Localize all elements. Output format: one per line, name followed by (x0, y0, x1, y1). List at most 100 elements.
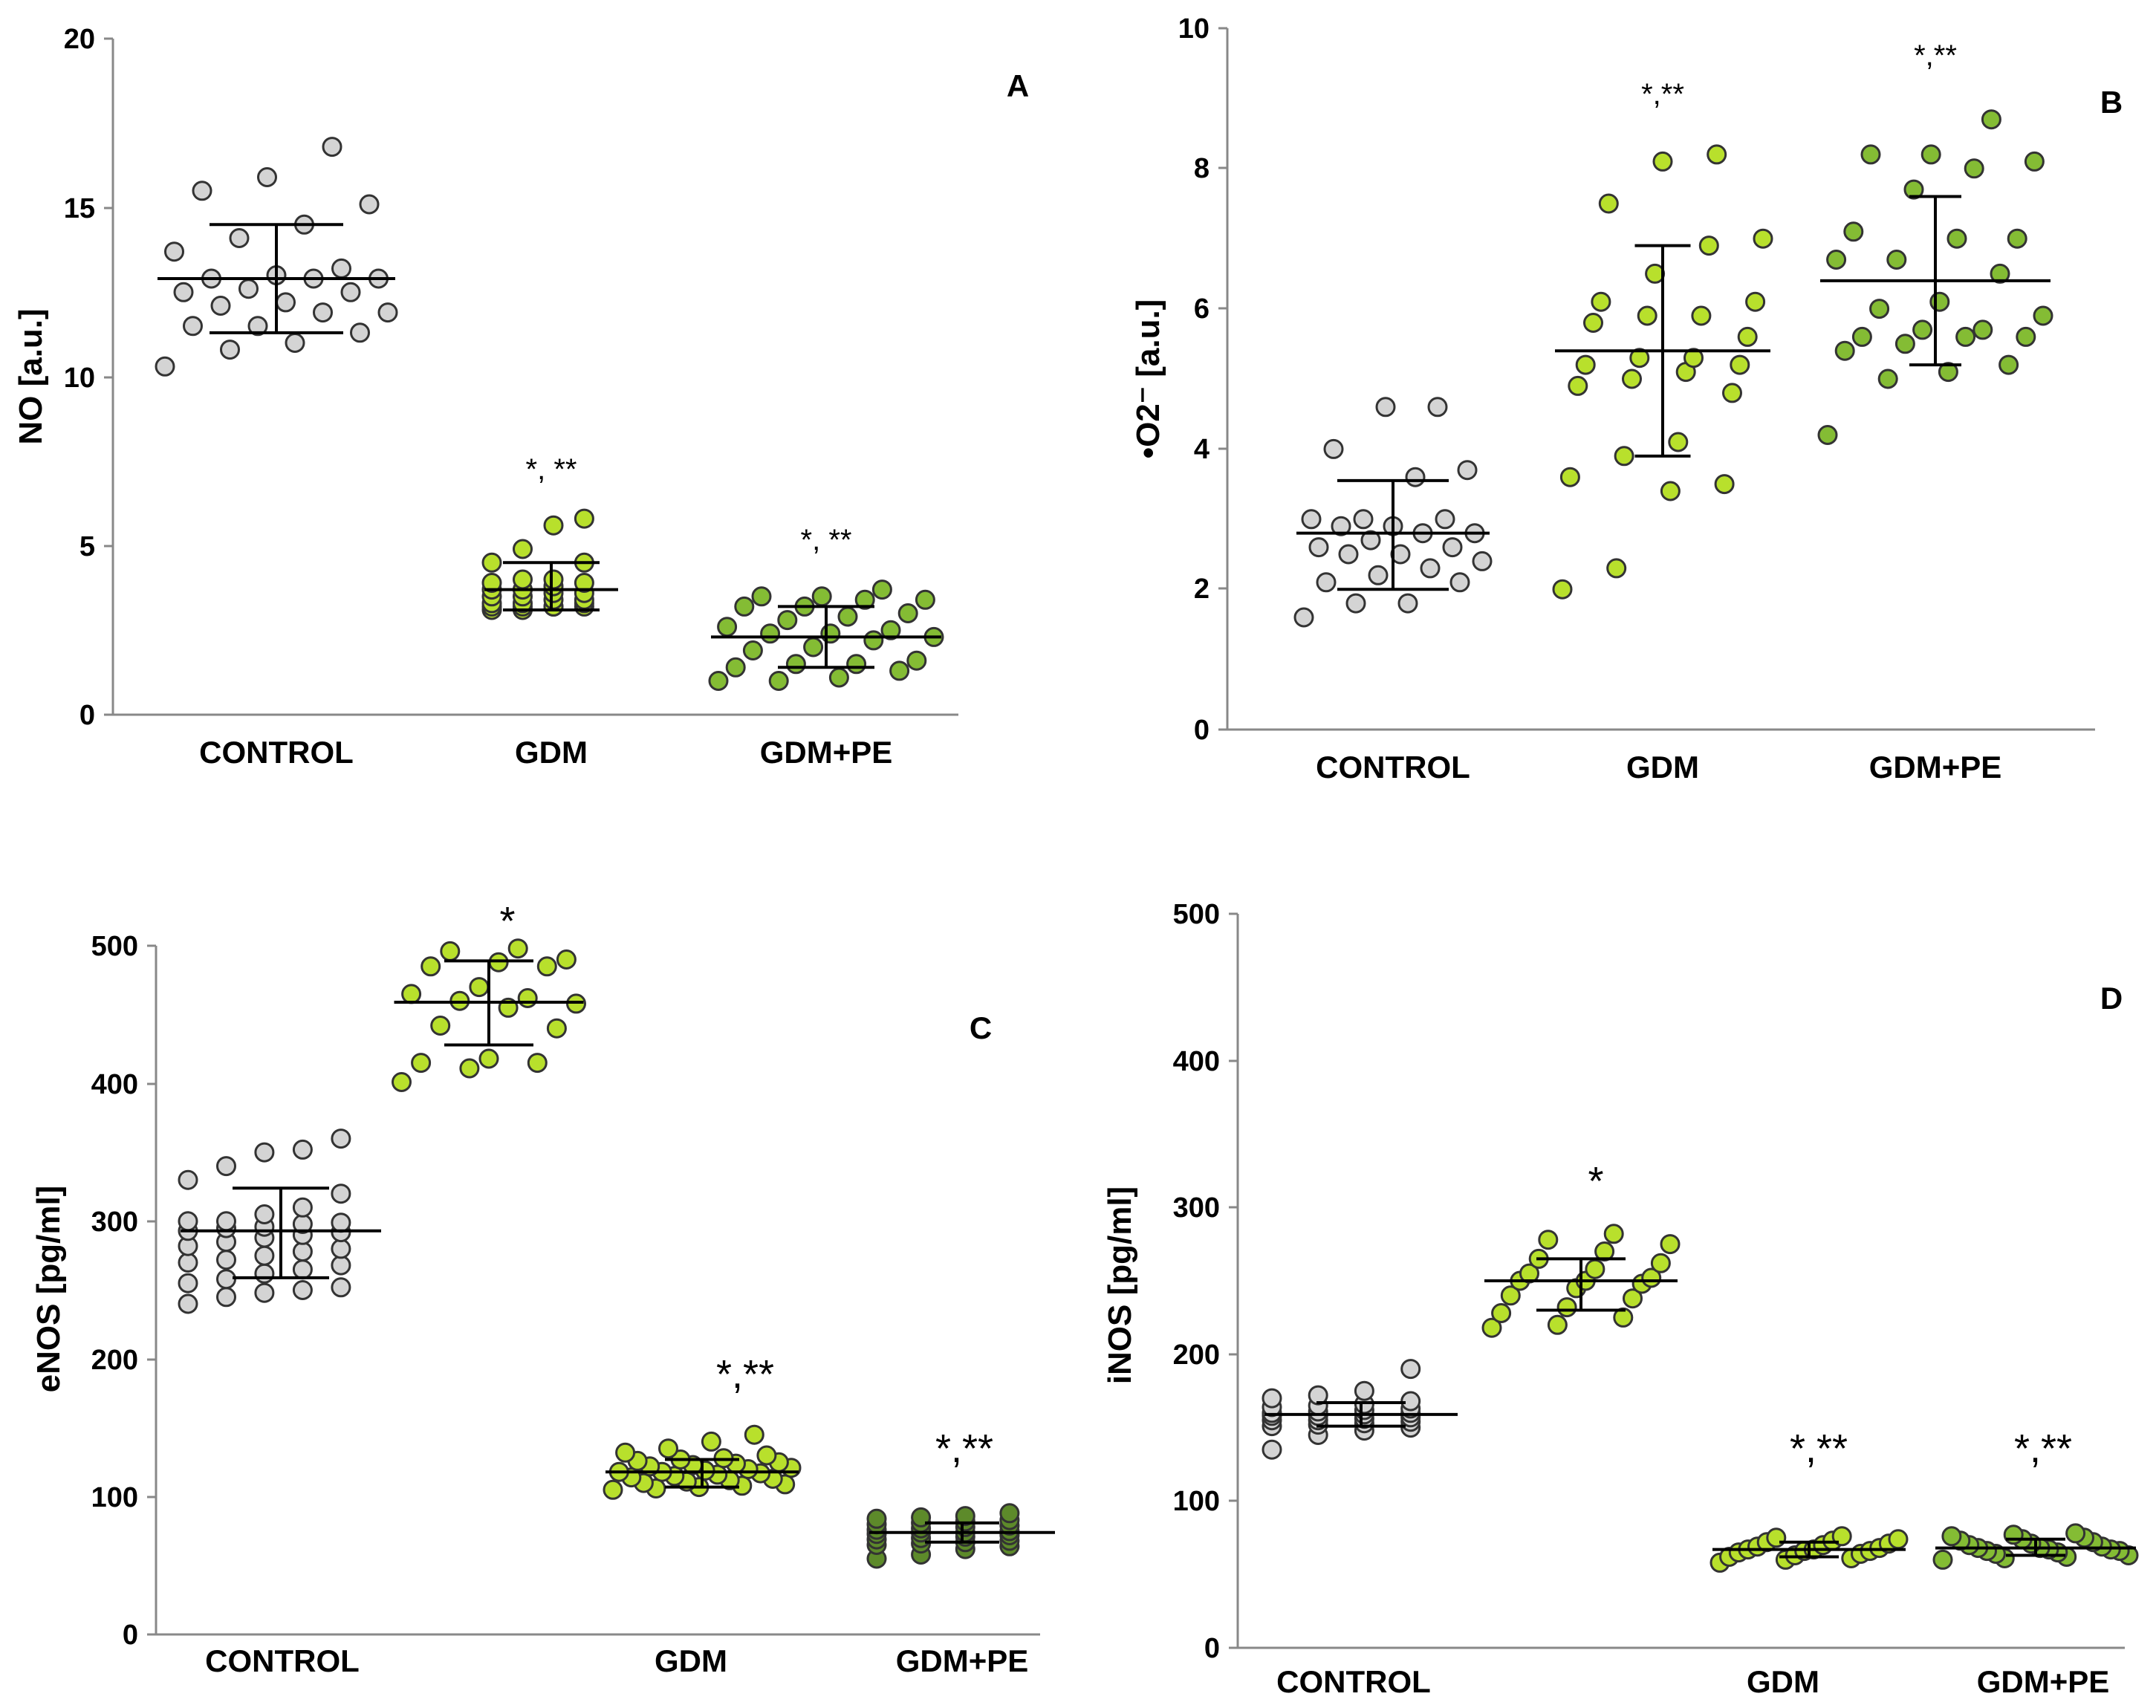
panel-a-point (574, 508, 594, 529)
panel-c: 0 100 200 300 400 500 eNOS [pg/ml] C CON… (30, 899, 1055, 1678)
panel-a-significance-label: *, ** (801, 524, 852, 556)
panel-b-point (1964, 158, 1984, 179)
panel-c-point (478, 1048, 499, 1069)
panel-a-point (350, 322, 370, 343)
panel-b-point (1629, 348, 1650, 368)
panel-a-point (238, 279, 259, 299)
panel-b-point (1972, 319, 1993, 340)
panel-c-y-tick-label: 500 (91, 931, 138, 962)
panel-c-point (216, 1250, 236, 1270)
panel-b-y-tick-label: 2 (1194, 574, 1209, 605)
panel-a-point (880, 620, 901, 640)
panel-a-y-tick-label: 15 (64, 193, 95, 224)
panel-c-point (292, 1259, 313, 1280)
panel-c-point (331, 1277, 351, 1298)
panel-b-point (1877, 368, 1898, 389)
panel-a-point (322, 137, 342, 158)
panel-b-point (1730, 354, 1750, 375)
panel-c-point (744, 1424, 764, 1445)
panel-d-y-axis-title: iNOS [pg/ml] (1102, 1186, 1138, 1384)
panel-d-point (2003, 1524, 2024, 1545)
panel-b-point (1614, 446, 1634, 467)
panel-b-point (1568, 375, 1588, 396)
panel-b-point (1652, 151, 1673, 172)
panel-a-significance-label: *, ** (526, 453, 577, 486)
panel-d-y-tick-label: 500 (1173, 899, 1220, 930)
panel-c-significance-label: * (499, 899, 515, 944)
panel-b-y-tick-label: 0 (1194, 715, 1209, 746)
panel-d-point (1585, 1259, 1605, 1279)
panel-a-point (543, 569, 564, 590)
panel-a-point (481, 552, 502, 573)
panel-c-point (331, 1255, 351, 1276)
panel-d-significance-label: *,** (1790, 1426, 1848, 1471)
panel-a-point (915, 589, 935, 610)
panel-b-point (1843, 221, 1864, 242)
panel-b-point (1331, 516, 1351, 536)
panel-d-point (1613, 1307, 1634, 1328)
panel-b-point (1920, 144, 1941, 165)
panel-c-y-tick-label: 0 (123, 1620, 138, 1651)
panel-b-point (1851, 326, 1872, 347)
panel-d-category-label: CONTROL (1276, 1664, 1431, 1699)
panel-d-point (1650, 1253, 1671, 1273)
panel-c-point (658, 1438, 678, 1459)
panel-a-point (742, 640, 763, 660)
panel-b-point (1660, 481, 1681, 501)
panel-c-point (216, 1156, 236, 1177)
panel-a-point (513, 539, 533, 559)
panel-b-point (1472, 551, 1493, 571)
panel-a-point (820, 623, 841, 644)
panel-d-point (1308, 1385, 1328, 1406)
panel-d-point (1481, 1317, 1502, 1338)
panel-d-point (1941, 1526, 1962, 1547)
panel-b-point (1397, 593, 1418, 614)
panel-c-point (536, 956, 557, 977)
panel-c-point (178, 1273, 198, 1293)
panel-b-point (1637, 305, 1657, 326)
panel-a-point (285, 333, 305, 353)
panel-b-point (1405, 467, 1426, 487)
panel-b-point (1353, 509, 1374, 530)
panel-b-point (1293, 607, 1314, 628)
panel-a-point (751, 586, 772, 607)
panel-a-point (229, 228, 250, 248)
panel-a-point (183, 316, 203, 337)
panel-b-point (1360, 530, 1381, 551)
panel-d-point (1556, 1297, 1577, 1318)
panel-b-point (1894, 334, 1915, 354)
panel-c-point (178, 1169, 198, 1190)
panel-c-category-label: GDM (655, 1643, 727, 1678)
panel-c-significance-label: *,** (716, 1352, 774, 1397)
panel-b-point (1449, 572, 1470, 593)
panel-b-category-label: GDM (1626, 750, 1699, 785)
panel-b-point (1817, 425, 1838, 445)
panel-c-point (254, 1245, 275, 1266)
panel-a-point (846, 654, 867, 675)
panel-b-point (1457, 460, 1478, 481)
panel-c-significance-label: *,** (935, 1426, 993, 1471)
panel-a-point (481, 573, 502, 593)
panel-b-point (2024, 151, 2045, 172)
panel-b-point (1886, 250, 1907, 270)
panel-b-point (1929, 291, 1950, 312)
panel-a-point (863, 630, 884, 651)
panel-c-point (292, 1139, 313, 1160)
panel-b-point (1955, 326, 1976, 347)
panel-c-y-tick-label: 400 (91, 1069, 138, 1100)
panel-c-point (401, 984, 422, 1004)
panel-c-point (615, 1442, 636, 1463)
panel-b-point (1998, 354, 2019, 375)
panel-c-category-label: CONTROL (205, 1643, 360, 1678)
panel-a: 0 5 10 15 20 NO [a.u.] A CONTROL GDM GDM… (13, 24, 1029, 770)
panel-c-point (216, 1287, 236, 1308)
panel-a-point (220, 340, 240, 360)
panel-d-y-tick-label: 100 (1173, 1486, 1220, 1517)
panel-a-point (173, 282, 194, 302)
panel-b-point (1316, 572, 1337, 593)
panel-a-point (574, 573, 594, 593)
panel-a-point (247, 316, 268, 337)
panel-b-point (2033, 305, 2053, 326)
panel-b-point (1552, 579, 1573, 600)
panel-c-point (178, 1252, 198, 1273)
